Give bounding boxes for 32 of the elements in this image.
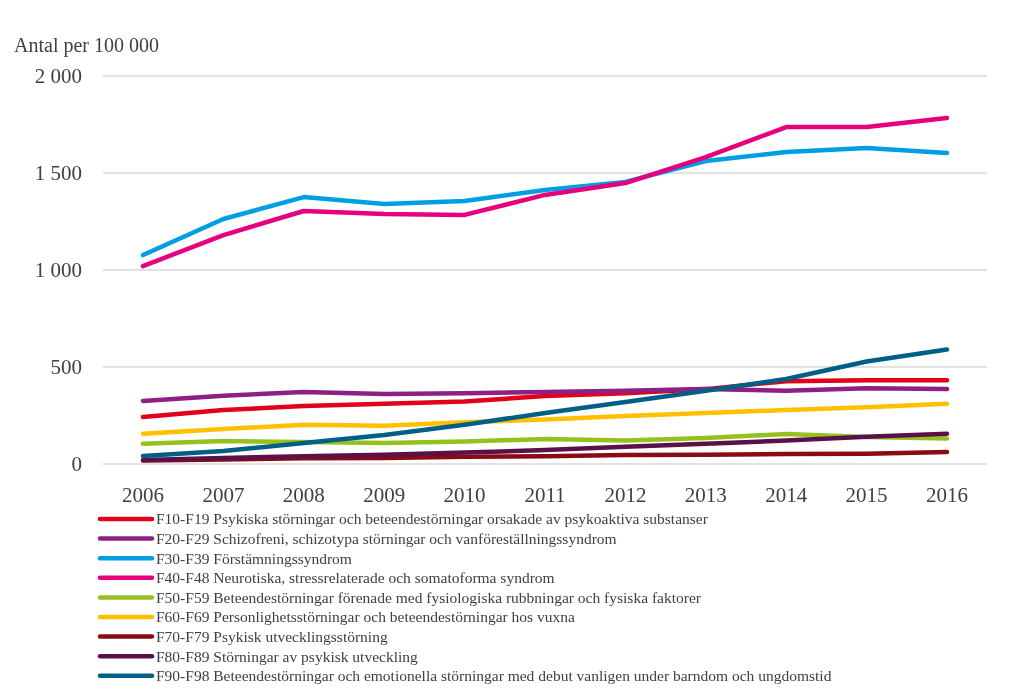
x-tick-label: 2006 [122, 483, 164, 507]
x-tick-label: 2013 [684, 483, 727, 507]
legend-label: F80-F89 Störningar av psykisk utveckling [156, 647, 419, 665]
y-tick-label: 1 500 [34, 161, 82, 186]
line-series [140, 431, 950, 463]
x-tick-label: 2007 [202, 483, 245, 507]
x-tick-label: 2009 [363, 483, 406, 507]
legend-label: F90-F98 Beteendestörningar och emotionella störningar med debut vanligen under barndom och ungdomstid [156, 667, 832, 685]
line-series [140, 145, 950, 258]
x-tick-label: 2016 [926, 483, 968, 507]
y-tick-label: 0 [71, 452, 82, 477]
x-tick-label: 2011 [524, 483, 566, 507]
y-axis-title: Antal per 100 000 [14, 34, 159, 57]
x-tick-label: 2012 [604, 483, 647, 507]
legend-label: F50-F59 Beteendestörningar förenade med fysiologiska rubbningar och fysiska faktorer [156, 588, 702, 606]
line-series [140, 115, 950, 269]
legend-label: F40-F48 Neurotiska, stressrelaterade och somatoforma syndrom [156, 569, 555, 587]
x-tick-label: 2014 [765, 483, 808, 507]
x-tick-label: 2010 [443, 483, 486, 507]
x-tick-label: 2015 [845, 483, 888, 507]
x-tick-label: 2008 [282, 483, 325, 507]
legend-label: F10-F19 Psykiska störningar och beteendestörningar orsakade av psykoaktiva substanser [156, 510, 709, 528]
line-series [140, 401, 950, 436]
line-series [140, 347, 950, 459]
y-tick-label: 500 [50, 355, 82, 380]
legend-label: F60-F69 Personlighetsstörningar och beteendestörningar hos vuxna [156, 608, 575, 626]
legend-label: F30-F39 Förstämningssyndrom [156, 549, 352, 567]
y-tick-label: 2 000 [34, 64, 82, 89]
line-series [140, 385, 950, 404]
legend-label: F20-F29 Schizofreni, schizotypa störningar och vanföreställningssyndrom [156, 530, 617, 548]
y-tick-label: 1 000 [34, 258, 82, 283]
legend-label: F70-F79 Psykisk utvecklingsstörning [156, 628, 388, 646]
